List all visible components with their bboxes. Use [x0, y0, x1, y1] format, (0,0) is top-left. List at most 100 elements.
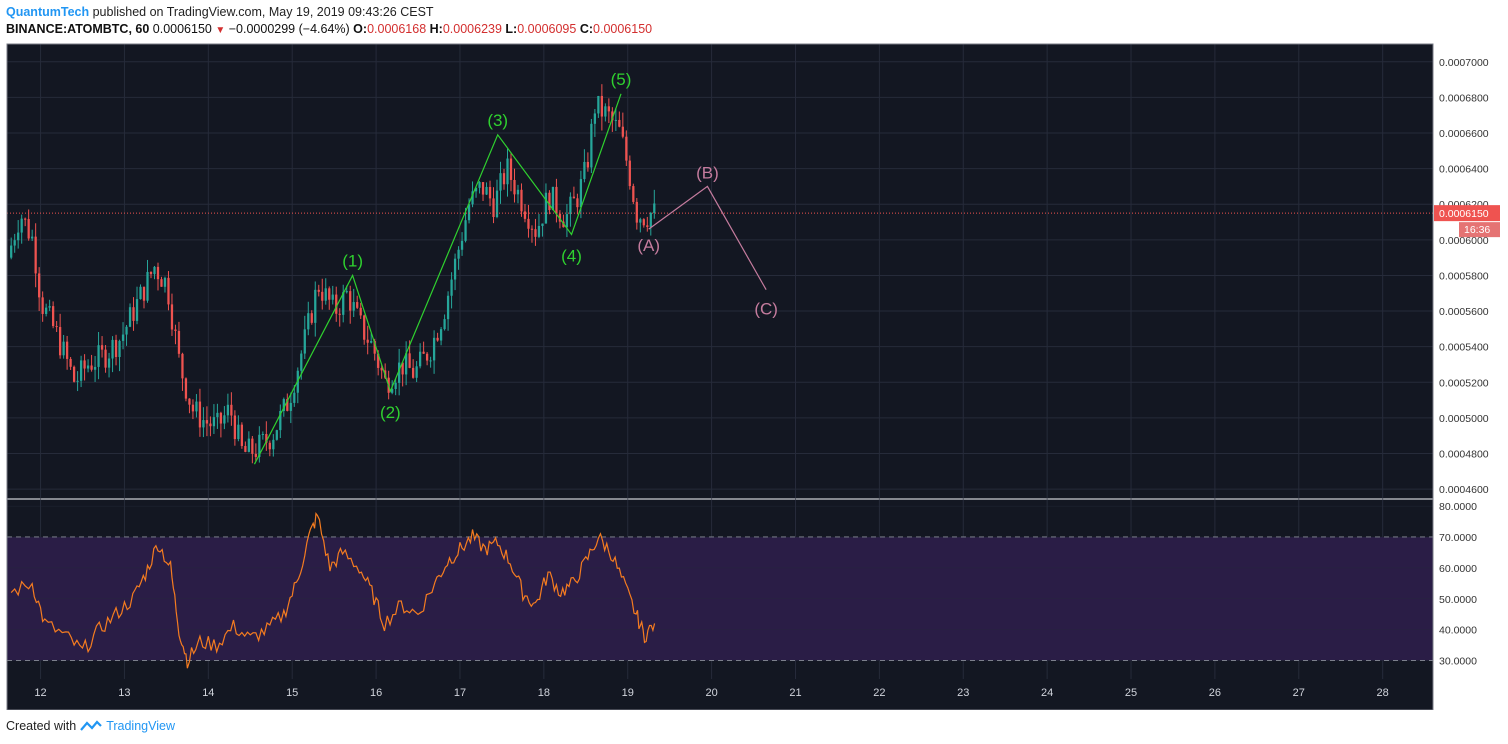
candle-body — [275, 430, 278, 440]
candle-body — [125, 326, 128, 335]
candle-body — [45, 307, 48, 314]
candle-body — [436, 337, 439, 341]
time-axis-bg — [7, 679, 1433, 710]
tradingview-brand[interactable]: TradingView — [106, 719, 175, 733]
candle-body — [572, 196, 576, 199]
candle-body — [48, 306, 51, 308]
candle-body — [611, 111, 614, 121]
rsi-tick-label: 40.0000 — [1439, 625, 1477, 637]
candle-body — [625, 136, 628, 161]
candle-body — [240, 424, 244, 446]
candle-body — [569, 196, 572, 215]
candle-body — [439, 329, 443, 341]
candle-body — [188, 398, 191, 405]
price-change: −0.0000299 (−4.64%) — [228, 22, 350, 36]
time-tick-label: 13 — [118, 687, 130, 699]
candle-body — [394, 382, 397, 389]
candle-body — [272, 439, 275, 450]
candle-body — [65, 341, 69, 359]
candle-body — [446, 295, 450, 320]
candle-body — [139, 286, 142, 300]
candle-body — [356, 302, 359, 308]
candle-body — [307, 313, 310, 330]
candle-body — [289, 402, 292, 411]
candle-body — [114, 339, 118, 358]
candle-body — [128, 307, 132, 327]
candle-body — [373, 341, 376, 354]
candle-body — [69, 358, 72, 367]
time-tick-label: 17 — [454, 687, 466, 699]
candle-body — [432, 337, 436, 361]
candle-body — [450, 279, 453, 296]
candle-body — [111, 339, 114, 359]
candle-body — [345, 291, 348, 293]
rsi-tick-label: 30.0000 — [1439, 655, 1477, 667]
candle-body — [226, 404, 230, 416]
candle-body — [478, 182, 481, 188]
candle-body — [548, 192, 551, 211]
open-label: O: — [353, 22, 368, 36]
author-name[interactable]: QuantumTech — [6, 5, 90, 19]
candle-body — [363, 315, 366, 340]
open-value: 0.0006168 — [367, 22, 427, 36]
rsi-tick-label: 80.0000 — [1439, 501, 1477, 513]
candle-body — [121, 334, 125, 341]
candle-body — [558, 213, 562, 222]
candle-body — [24, 218, 27, 220]
chart-area[interactable]: 12 13 14 15 16 17 18 19 20 21 22 23 24 25 26 27 28 0.0007… — [0, 42, 1508, 710]
candle-body — [258, 434, 261, 457]
candle-body — [541, 223, 544, 226]
candle-body — [614, 119, 617, 121]
candle-body — [415, 366, 418, 378]
candle-body — [167, 277, 170, 305]
candle-body — [474, 187, 478, 192]
candle-body — [530, 228, 534, 230]
candle-body — [31, 236, 34, 239]
candle-body — [352, 302, 355, 311]
wave-label-2: (2) — [380, 403, 401, 422]
candle-body — [27, 219, 30, 239]
candle-body — [481, 182, 485, 195]
price-tick-label: 0.0005200 — [1439, 377, 1489, 389]
candle-body — [209, 423, 212, 427]
price-tick-label: 0.0005400 — [1439, 342, 1489, 354]
down-triangle-icon: ▼ — [215, 25, 226, 36]
candle-body — [425, 353, 429, 361]
candle-body — [583, 161, 586, 180]
candle-body — [97, 345, 100, 367]
candle-body — [317, 289, 320, 292]
candle-body — [149, 271, 153, 275]
candle-body — [335, 294, 338, 314]
candle-body — [156, 266, 160, 280]
time-tick-label: 21 — [789, 687, 801, 699]
impulse-wave-line — [253, 93, 622, 465]
candle-body — [565, 214, 569, 228]
candle-body — [51, 306, 55, 327]
candle-body — [321, 291, 324, 301]
time-tick-label: 24 — [1041, 687, 1053, 699]
candle-body — [513, 179, 516, 195]
candle-body — [621, 126, 624, 137]
time-tick-label: 14 — [202, 687, 214, 699]
candle-body — [163, 277, 167, 287]
candle-body — [502, 173, 506, 185]
candle-body — [38, 273, 41, 298]
candle-body — [310, 313, 313, 323]
candle-body — [233, 415, 237, 440]
candle-body — [279, 411, 282, 431]
candle-body — [576, 198, 579, 208]
candle-body — [41, 297, 44, 314]
close-value: 0.0006150 — [593, 22, 653, 36]
candle-body — [460, 240, 464, 250]
rsi-line — [10, 511, 656, 669]
candle-body — [79, 360, 83, 381]
candle-body — [555, 186, 558, 214]
candle-body — [639, 219, 642, 223]
candle-body — [653, 203, 656, 214]
candle-body — [537, 225, 541, 237]
candle-body — [244, 445, 247, 452]
wave-label-4: (4) — [561, 247, 582, 266]
candle-body — [58, 327, 62, 356]
candle-body — [104, 349, 107, 368]
high-value: 0.0006239 — [442, 22, 502, 36]
